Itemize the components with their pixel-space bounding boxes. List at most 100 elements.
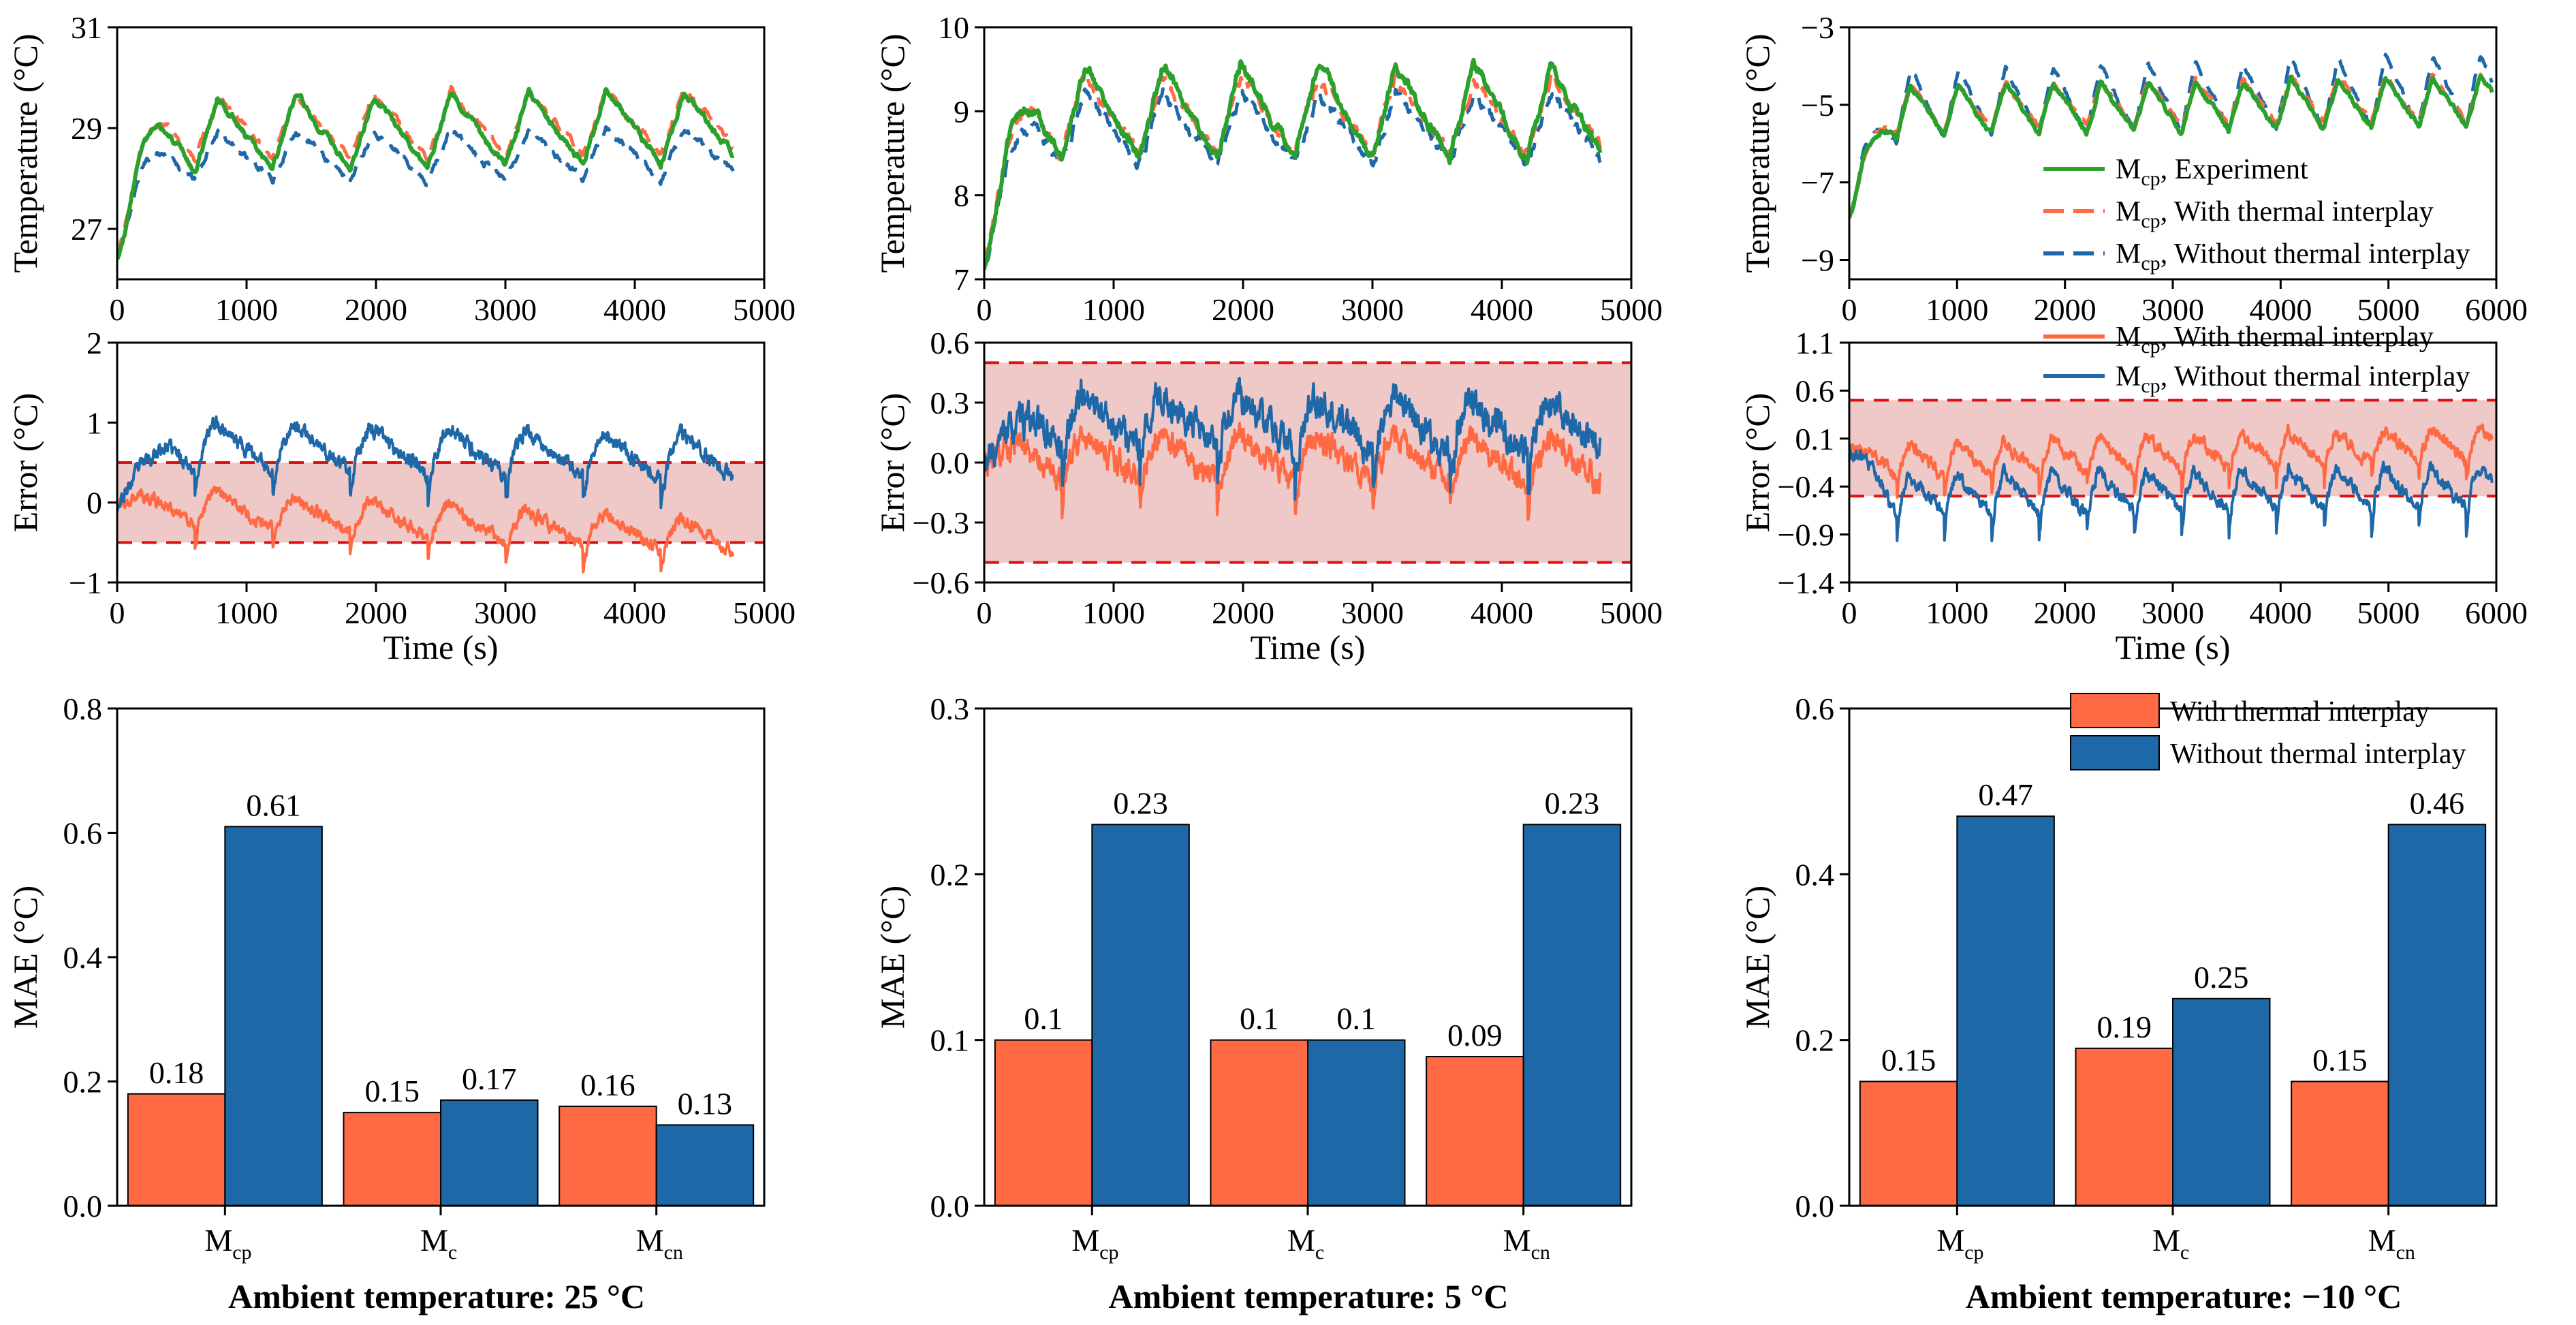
temperature-1-xtick-label: 5000 (1600, 292, 1663, 327)
mae-1-frame (983, 707, 1633, 1207)
mae-2-ylabel: MAE (°C) (1738, 886, 1776, 1029)
temperature-2-xtick-label: 4000 (2249, 292, 2312, 327)
legend-swatch-with (2070, 693, 2160, 728)
temperature-series-group (1849, 52, 2494, 219)
legend-label-without-sub: cp (2141, 375, 2160, 397)
temperature-2-ytick-label: −9 (1801, 243, 1834, 278)
temperature-1-frame (983, 26, 1633, 281)
legend-label-with-suffix: , With thermal interplay (2161, 322, 2434, 353)
error-0-xtick-label: 3000 (474, 595, 537, 630)
temperature-0-xtick-label: 0 (110, 292, 125, 327)
caption-25c: Ambient temperature: 25 °C (228, 1277, 645, 1315)
bar-with-1 (1210, 1039, 1308, 1206)
bar-with-1 (2075, 1047, 2173, 1207)
error-plot-area (117, 415, 764, 574)
bar-label-without-1: 0.17 (462, 1061, 517, 1096)
temperature-0-xtick-label: 1000 (215, 292, 278, 327)
category-label-1: Mc (2152, 1223, 2189, 1264)
bar-label-without-0: 0.23 (1113, 785, 1168, 820)
temperature-series-group (984, 57, 1603, 270)
bar-without-1 (1307, 1039, 1406, 1206)
temperature-1-ylabel: Temperature (°C) (873, 33, 911, 272)
error-1-xtick-label: 5000 (1600, 595, 1663, 630)
temperature-series-without (984, 87, 1602, 263)
error-plot-area (1849, 399, 2496, 542)
error-plot-area (984, 361, 1631, 564)
temperature-2-frame (1848, 26, 2498, 281)
temperature-2-ytick-label: −5 (1801, 88, 1834, 123)
temperature-1-ytick-label: 7 (954, 262, 969, 297)
error-1-ytick-label: 0.0 (930, 446, 970, 480)
bar-label-with-1: 0.19 (2097, 1010, 2152, 1044)
error-series-without (984, 377, 1602, 501)
error-1-ytick-label: 0.3 (930, 386, 970, 420)
error-0-ylabel: Error (°C) (6, 393, 44, 533)
error-0-xtick-label: 0 (110, 595, 125, 630)
bar-without-0 (1091, 824, 1190, 1207)
mae-chart-1: 0.1 0.23 Mcp 0.1 0.1 Mc 0.09 0.23 Mcn 0.0 0.1 0.2 0.… (873, 691, 1633, 1264)
error-1-ytick-label: 0.6 (930, 326, 970, 360)
temperature-0-xtick-label: 2000 (345, 292, 407, 327)
category-sub: cn (664, 1241, 683, 1264)
legend-label-with-main: M (2116, 196, 2141, 228)
legend-label-with-suffix: , With thermal interplay (2161, 196, 2434, 228)
error-0-ytick-label: 1 (87, 405, 102, 440)
bar-without-0 (1956, 815, 2055, 1206)
legend-label-with-main: M (2116, 322, 2141, 353)
legend-label-without: Without thermal interplay (2170, 738, 2466, 770)
error-1-xtick-label: 4000 (1471, 595, 1533, 630)
bar-with-0 (127, 1093, 226, 1206)
error-0-xtick-label: 4000 (603, 595, 666, 630)
category-sub: cp (232, 1241, 251, 1264)
mae-1-ytick-label: 0.0 (930, 1189, 970, 1223)
temperature-chart-2: −9 −7 −5 −3 0 1000 2000 3000 4000 5000 6000 Tempera… (1738, 10, 2528, 327)
legend-swatch-without (2070, 735, 2160, 770)
mae-chart-0: 0.18 0.61 Mcp 0.15 0.17 Mc 0.16 0.13 Mcn 0.0 0.2 0.… (6, 691, 766, 1264)
temperature-2-xtick-label: 2000 (2034, 292, 2096, 327)
error-1-xtick-label: 1000 (1082, 595, 1145, 630)
error-2-xtick-label: 1000 (1926, 595, 1988, 630)
temperature-series-group (117, 84, 735, 260)
category-main: M (1071, 1223, 1099, 1258)
error-1-xtick-label: 2000 (1212, 595, 1274, 630)
bar-label-with-0: 0.18 (149, 1055, 204, 1090)
bar-without-1 (440, 1099, 539, 1206)
category-label-0: Mcp (1071, 1223, 1118, 1264)
error-series-with (984, 422, 1602, 521)
legend-label-exp-sub: cp (2141, 168, 2160, 190)
legend-label-with-sub: cp (2141, 335, 2160, 358)
legend-label-exp-main: M (2116, 154, 2141, 185)
category-label-2: Mcn (1503, 1223, 1550, 1264)
legend-label-without-sub: cp (2141, 252, 2160, 275)
error-series-with (117, 486, 735, 574)
category-sub: cp (1964, 1241, 1983, 1264)
temperature-0-ylabel: Temperature (°C) (6, 33, 44, 272)
mae-1-ylabel: MAE (°C) (873, 886, 911, 1029)
legend-label-with: With thermal interplay (2170, 696, 2430, 728)
category-main: M (204, 1223, 232, 1258)
temperature-2-ytick-label: −7 (1801, 166, 1834, 200)
bar-label-without-2: 0.46 (2410, 785, 2465, 820)
temperature-1-xtick-label: 1000 (1082, 292, 1145, 327)
category-label-0: Mcp (1936, 1223, 1983, 1264)
bar-without-2 (1522, 824, 1622, 1207)
category-sub: c (448, 1241, 457, 1264)
mae-legend: With thermal interplay Without thermal in… (2070, 693, 2466, 770)
error-1-xtick-label: 3000 (1341, 595, 1404, 630)
category-sub: c (1315, 1241, 1324, 1264)
bar-without-2 (655, 1124, 755, 1206)
category-main: M (420, 1223, 448, 1258)
error-2-ylabel: Error (°C) (1738, 393, 1776, 533)
temperature-1-ytick-label: 8 (954, 178, 969, 213)
temperature-series-exp (117, 87, 735, 260)
category-sub: c (2180, 1241, 2189, 1264)
error-2-xtick-label: 4000 (2249, 595, 2312, 630)
error-0-xlabel: Time (s) (383, 628, 498, 666)
bar-label-with-1: 0.15 (365, 1074, 420, 1108)
error-2-ytick-label: −1.4 (1778, 565, 1834, 600)
mae-chart-2: 0.15 0.47 Mcp 0.19 0.25 Mc 0.15 0.46 Mcn 0.0 0.2 0.… (1738, 691, 2498, 1264)
category-sub: cn (2396, 1241, 2415, 1264)
